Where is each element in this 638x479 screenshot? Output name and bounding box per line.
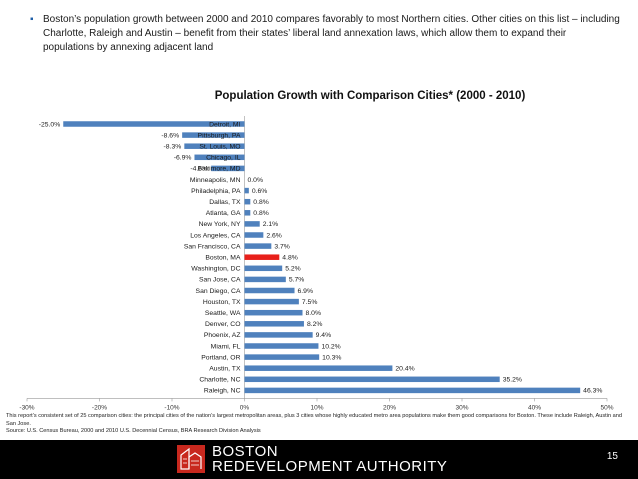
page-number: 15 — [606, 451, 618, 462]
category-label: Pittsburgh, PA — [198, 132, 241, 139]
category-label: Chicago, IL — [206, 155, 241, 162]
x-tick-label: 50% — [600, 404, 613, 410]
data-label: 10.3% — [322, 354, 341, 361]
category-label: Boston, MA — [205, 255, 241, 262]
data-label: 35.2% — [503, 377, 522, 384]
bar — [244, 287, 295, 294]
category-label: Austin, TX — [209, 366, 241, 373]
data-label: -25.0% — [39, 121, 61, 128]
category-label: St. Louis, MO — [199, 144, 240, 151]
x-tick-label: -20% — [92, 404, 107, 410]
data-label: -8.6% — [161, 132, 179, 139]
data-label: 46.3% — [583, 388, 602, 395]
bar — [211, 165, 245, 172]
bar — [244, 221, 260, 227]
x-tick-label: 30% — [455, 404, 468, 410]
data-label: -4.6% — [190, 166, 208, 173]
footnote-source: Source: U.S. Census Bureau, 2000 and 201… — [6, 428, 261, 434]
x-tick-label: 20% — [383, 404, 396, 410]
category-label: Portland, OR — [201, 354, 240, 361]
footnote: This report’s consistent set of 25 compa… — [6, 413, 632, 436]
category-label: Phoenix, AZ — [204, 332, 241, 339]
bar — [244, 376, 500, 383]
bar — [244, 309, 303, 316]
data-label: 0.8% — [253, 199, 268, 206]
data-label: 0.8% — [253, 210, 268, 217]
data-label: 5.7% — [289, 277, 305, 284]
data-label: -8.3% — [164, 144, 182, 151]
category-label: New York, NY — [199, 221, 241, 228]
x-tick-label: 0% — [240, 404, 250, 410]
data-label: 6.9% — [298, 288, 314, 295]
data-label: 20.4% — [395, 366, 414, 373]
org-name-line1: BOSTON — [212, 443, 279, 460]
data-label: 10.2% — [321, 343, 340, 350]
bar — [244, 354, 320, 360]
category-label: Washington, DC — [191, 266, 240, 273]
category-label: San Francisco, CA — [184, 243, 241, 250]
category-label: Houston, TX — [203, 299, 241, 306]
category-label: Atlanta, GA — [206, 210, 241, 217]
bar — [182, 132, 245, 138]
category-label: Baltimore, MD — [197, 166, 240, 173]
bar — [244, 265, 283, 272]
category-label: Seattle, WA — [205, 310, 241, 317]
bar — [244, 298, 299, 305]
category-label: San Diego, CA — [196, 288, 241, 295]
data-label: 8.2% — [307, 321, 323, 328]
category-label: San Jose, CA — [199, 277, 241, 284]
data-label: 5.2% — [285, 266, 301, 273]
bar — [244, 198, 251, 205]
bullet-point: ▪ Boston’s population growth between 200… — [30, 13, 620, 55]
bar — [184, 143, 245, 149]
org-name-line2: REDEVELOPMENT AUTHORITY — [212, 458, 448, 475]
category-label: Minneapolis, MN — [190, 177, 241, 184]
data-label: 9.4% — [316, 332, 332, 339]
data-label: 2.6% — [266, 232, 282, 239]
bar — [194, 154, 245, 161]
category-label: Detroit, MI — [209, 121, 240, 128]
data-label: 0.6% — [252, 188, 268, 195]
bar — [244, 343, 319, 349]
bar — [244, 232, 264, 238]
x-tick-label: 40% — [528, 404, 541, 410]
bullet-dot-icon: ▪ — [30, 14, 34, 25]
category-label: Philadelphia, PA — [191, 188, 241, 195]
bar — [244, 243, 272, 249]
bar — [244, 365, 393, 371]
data-label: 7.5% — [302, 299, 318, 306]
category-label: Denver, CO — [205, 321, 241, 328]
org-name: BOSTON REDEVELOPMENT AUTHORITY — [212, 444, 447, 474]
bar-highlight — [244, 254, 280, 260]
category-label: Miami, FL — [211, 343, 241, 350]
data-label: 8.0% — [306, 310, 322, 317]
footer-bar — [0, 440, 638, 479]
bra-logo-icon — [177, 445, 205, 473]
data-label: 2.1% — [263, 221, 279, 228]
bar — [244, 210, 251, 216]
footnote-description: This report’s consistent set of 25 compa… — [6, 413, 622, 427]
x-tick-label: -10% — [164, 404, 179, 410]
category-label: Charlotte, NC — [199, 377, 240, 384]
x-tick-label: -30% — [19, 404, 34, 410]
bar — [244, 187, 249, 194]
bar — [63, 121, 245, 127]
bar — [244, 321, 304, 327]
x-tick-label: 10% — [310, 404, 323, 410]
category-label: Los Angeles, CA — [190, 232, 241, 239]
data-label: -6.9% — [174, 155, 192, 162]
category-label: Raleigh, NC — [204, 388, 241, 395]
data-label: 0.0% — [248, 177, 264, 184]
data-label: 3.7% — [274, 243, 290, 250]
bar — [244, 387, 581, 394]
category-label: Dallas, TX — [209, 199, 241, 206]
bar — [244, 276, 286, 283]
chart-title: Population Growth with Comparison Cities… — [214, 90, 526, 102]
bar — [244, 332, 313, 338]
bullet-text: Boston’s population growth between 2000 … — [43, 14, 620, 53]
population-growth-chart: -30% -20% -10% 0% 10% 20% 30% 40% 50% Detroit, MI… — [19, 116, 614, 410]
data-label: 4.8% — [282, 255, 298, 262]
